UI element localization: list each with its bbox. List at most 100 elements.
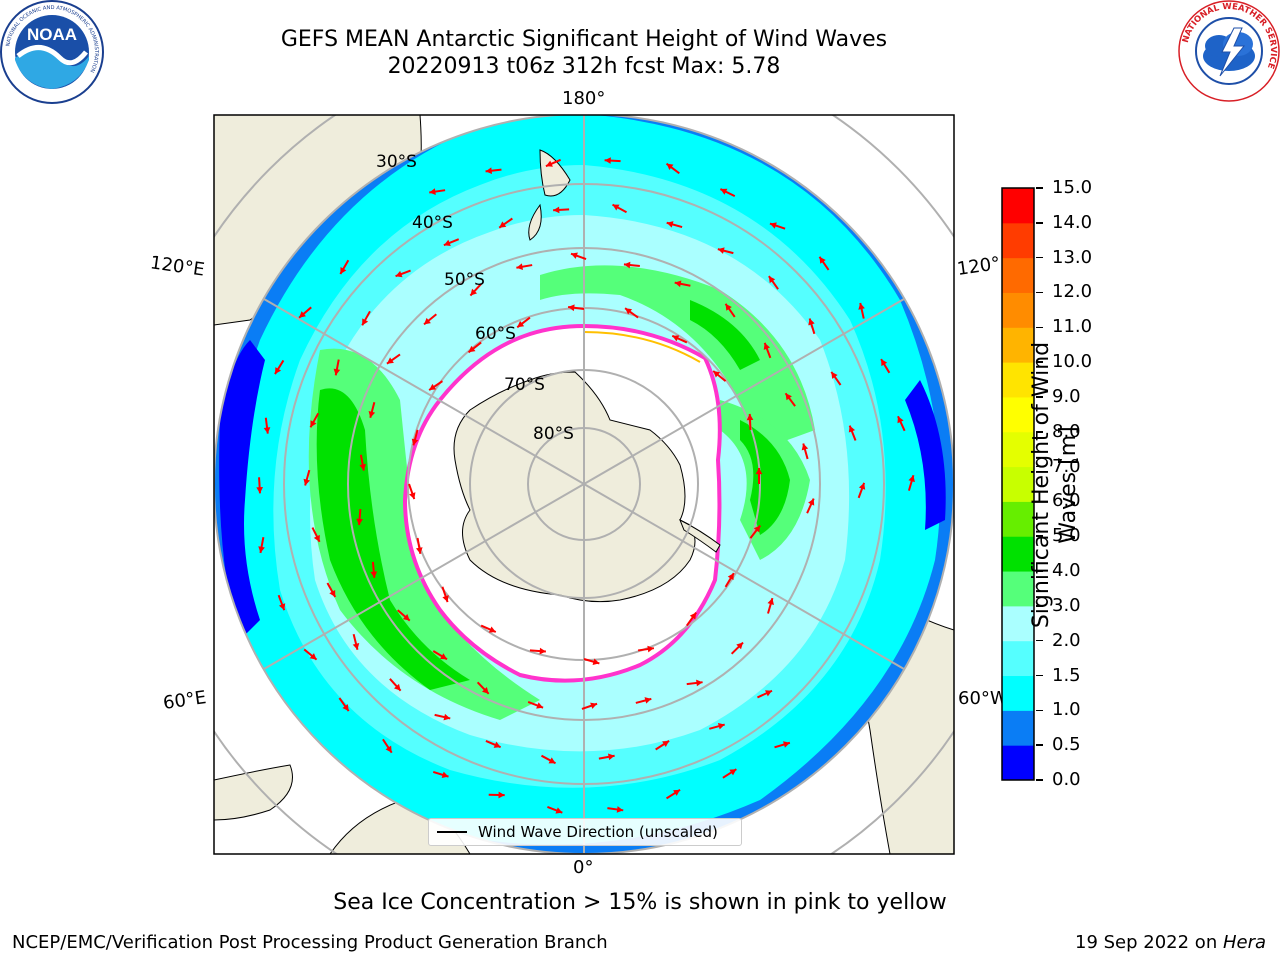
lat-label-70s: 70°S bbox=[504, 375, 545, 395]
colorbar-tick-label: 10.0 bbox=[1052, 351, 1093, 373]
wind-wave-arrow-head bbox=[662, 740, 670, 747]
wind-wave-arrow-head bbox=[765, 690, 773, 697]
colorbar-tick-mark bbox=[1036, 605, 1043, 607]
wind-wave-arrow-head bbox=[429, 188, 436, 195]
wind-wave-arrow-head bbox=[342, 704, 349, 712]
colorbar-cell bbox=[1002, 222, 1034, 259]
wind-wave-arrow-head bbox=[362, 318, 369, 326]
wind-wave-arrow-head bbox=[275, 367, 282, 375]
lat-label-40s: 40°S bbox=[412, 213, 453, 233]
colorbar-tick-mark bbox=[1036, 396, 1043, 398]
colorbar-tick-mark bbox=[1036, 256, 1043, 259]
wind-wave-arrow-head bbox=[848, 425, 856, 433]
wind-wave-arrow-head bbox=[612, 204, 620, 211]
wind-wave-arrow-head bbox=[908, 475, 915, 483]
africa-land bbox=[214, 764, 293, 821]
colorbar-tick-mark bbox=[1036, 709, 1043, 712]
wind-wave-arrow-head bbox=[881, 359, 888, 367]
map-legend: Wind Wave Direction (unscaled) bbox=[428, 818, 742, 846]
wind-wave-arrow-head bbox=[468, 345, 476, 353]
wind-wave-arrow-head bbox=[666, 163, 674, 171]
colorbar-tick-label: 1.0 bbox=[1052, 699, 1081, 721]
colorbar-tick-mark bbox=[1036, 535, 1043, 537]
wind-wave-arrow-head bbox=[439, 653, 447, 660]
legend-label: Wind Wave Direction (unscaled) bbox=[478, 823, 718, 841]
wind-wave-arrow-head bbox=[673, 789, 681, 796]
wind-wave-arrow-head bbox=[769, 222, 777, 229]
colorbar-tick-label: 0.0 bbox=[1052, 769, 1081, 790]
noaa-logo: NOAA NATIONAL OCEANIC AND ATMOSPHERIC AD… bbox=[0, 0, 104, 104]
wind-wave-arrow-head bbox=[713, 370, 721, 378]
wind-wave-arrow-head bbox=[570, 252, 578, 259]
wind-wave-arrow-head bbox=[590, 702, 598, 709]
wind-wave-arrow-head bbox=[411, 438, 419, 446]
lat-label-60s: 60°S bbox=[475, 324, 516, 344]
lat-label-80s: 80°S bbox=[533, 424, 574, 444]
colorbar-tick-mark bbox=[1036, 291, 1043, 294]
wind-wave-arrow-head bbox=[517, 320, 525, 328]
lon-label-lower-right: 60°W bbox=[958, 688, 1008, 709]
colorbar-tick-label: 5.0 bbox=[1052, 525, 1081, 547]
wind-wave-arrow-head bbox=[555, 807, 563, 814]
wind-wave-arrow-head bbox=[689, 612, 697, 620]
wind-wave-arrow-head bbox=[485, 167, 493, 175]
wind-wave-arrow-head bbox=[352, 642, 360, 650]
wind-wave-arrow-head bbox=[717, 247, 725, 254]
colorbar-cell bbox=[1002, 536, 1034, 572]
wind-wave-arrow-head bbox=[340, 267, 347, 275]
wind-wave-arrow-head bbox=[310, 420, 317, 428]
wind-wave-arrow-head bbox=[672, 335, 680, 342]
wind-wave-arrow-head bbox=[443, 239, 451, 247]
colorbar-cell bbox=[1002, 327, 1034, 363]
colorbar-tick-label: 15.0 bbox=[1052, 177, 1093, 198]
wind-wave-arrow-head bbox=[498, 791, 505, 799]
wind-wave-arrow-head bbox=[409, 492, 416, 500]
colorbar-label: Significant Height of Wind Waves [m] bbox=[1029, 341, 1081, 629]
colorbar-tick-mark bbox=[1036, 431, 1043, 433]
colorbar-tick-label: 2.0 bbox=[1052, 629, 1081, 651]
colorbar-cell bbox=[1002, 466, 1034, 502]
colorbar-cell bbox=[1002, 257, 1034, 293]
wind-wave-arrow-head bbox=[568, 304, 575, 312]
wind-wave-arrow-head bbox=[395, 270, 403, 278]
wind-wave-arrow-head bbox=[604, 157, 611, 164]
colorbar-tick-mark bbox=[1036, 779, 1043, 781]
lon-label-bottom: 0° bbox=[573, 857, 594, 878]
wind-wave-arrow-head bbox=[625, 308, 633, 315]
lat-label-30s: 30°S bbox=[376, 152, 417, 172]
wind-wave-arrow-head bbox=[470, 288, 478, 296]
wind-wave-arrow-head bbox=[359, 463, 366, 471]
wind-wave-arrow-head bbox=[263, 427, 271, 434]
new-zealand-land bbox=[528, 149, 571, 241]
colorbar-tick-label: 0.5 bbox=[1052, 734, 1081, 756]
wind-wave-arrow-head bbox=[536, 702, 544, 709]
wind-wave-arrow-head bbox=[647, 645, 654, 653]
wind-wave-arrow-head bbox=[402, 614, 410, 621]
wind-wave-arrow-head bbox=[356, 518, 363, 526]
colorbar-cell bbox=[1002, 431, 1034, 468]
wind-wave-arrow-head bbox=[299, 311, 306, 318]
sea-ice-note: Sea Ice Concentration > 15% is shown in … bbox=[333, 890, 947, 915]
wind-wave-arrow-head bbox=[753, 525, 761, 533]
colorbar-tick-label: 12.0 bbox=[1052, 281, 1093, 303]
colorbar-tick-mark bbox=[1036, 500, 1043, 503]
wind-wave-arrow-head bbox=[897, 416, 904, 424]
chart-subtitle: 20220913 t06z 312h fcst Max: 5.78 bbox=[387, 54, 781, 79]
colorbar-cell bbox=[1002, 362, 1034, 398]
wind-wave-arrow-head bbox=[808, 318, 815, 326]
colorbar-cell bbox=[1002, 188, 1034, 224]
wind-wave-arrow-head bbox=[727, 573, 734, 581]
wind-wave-arrow-head bbox=[755, 468, 763, 475]
colorbar-tick-mark bbox=[1036, 187, 1043, 189]
colorbar-tick-label: 9.0 bbox=[1052, 385, 1081, 407]
wind-wave-arrow-head bbox=[616, 806, 624, 813]
wind-wave-arrow-head bbox=[499, 221, 507, 228]
wind-wave-arrow-head bbox=[696, 679, 703, 687]
colorbar-tick-label: 6.0 bbox=[1052, 490, 1081, 512]
colorbar bbox=[1001, 187, 1035, 781]
colorbar-tick-mark bbox=[1036, 674, 1043, 677]
wind-wave-arrow-head bbox=[385, 745, 392, 753]
wind-wave-arrow-head bbox=[729, 769, 737, 776]
colorbar-cell bbox=[1002, 501, 1034, 537]
